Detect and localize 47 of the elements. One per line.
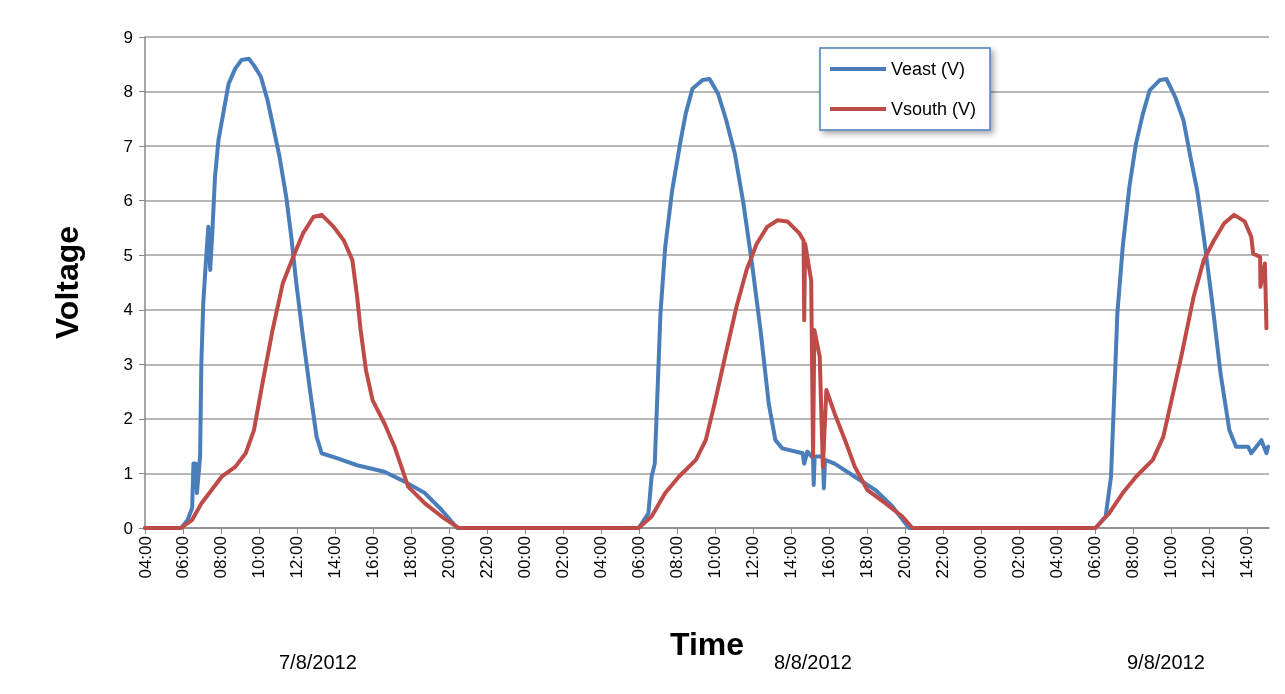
x-tick-label: 20:00 xyxy=(439,536,459,579)
x-tick-label: 04:00 xyxy=(591,536,611,579)
x-tick-label: 06:00 xyxy=(629,536,649,579)
y-tick-label: 5 xyxy=(123,245,133,265)
x-tick-label: 14:00 xyxy=(325,536,345,579)
x-tick-label: 10:00 xyxy=(249,536,269,579)
y-tick-label: 2 xyxy=(123,409,133,429)
x-tick-label: 06:00 xyxy=(173,536,193,579)
y-tick-label: 1 xyxy=(123,463,133,483)
x-tick-label: 14:00 xyxy=(781,536,801,579)
text: 7/8/2012 xyxy=(279,651,357,673)
x-tick-label: 22:00 xyxy=(933,536,953,579)
x-tick-label: 10:00 xyxy=(1161,536,1181,579)
x-tick-label: 00:00 xyxy=(971,536,991,579)
y-tick-label: 0 xyxy=(123,518,133,538)
x-axis-title: Time xyxy=(669,626,745,662)
x-tick-label: 08:00 xyxy=(667,536,687,579)
x-tick-label: 16:00 xyxy=(819,536,839,579)
x-tick-label: 02:00 xyxy=(553,536,573,579)
x-tick-label: 06:00 xyxy=(1085,536,1105,579)
x-tick-label: 14:00 xyxy=(1237,536,1257,579)
legend-label: Veast (V) xyxy=(891,59,966,79)
x-tick-label: 22:00 xyxy=(477,536,497,579)
x-tick-label: 18:00 xyxy=(857,536,877,579)
x-tick-label: 08:00 xyxy=(211,536,231,579)
x-tick-label: 04:00 xyxy=(1047,536,1067,579)
x-tick-label: 12:00 xyxy=(1199,536,1219,579)
y-tick-label: 6 xyxy=(123,191,133,211)
y-tick-label: 8 xyxy=(123,82,133,102)
x-tick-label: 20:00 xyxy=(895,536,915,579)
x-tick-label: 04:00 xyxy=(135,536,155,579)
x-tick-label: 00:00 xyxy=(515,536,535,579)
x-tick-label: 16:00 xyxy=(363,536,383,579)
y-tick-label: 3 xyxy=(123,354,133,374)
x-tick-label: 10:00 xyxy=(705,536,725,579)
y-tick-label: 7 xyxy=(123,136,133,156)
text: 9/8/2012 xyxy=(1127,651,1205,673)
y-axis-title: Voltage xyxy=(49,225,85,340)
x-tick-label: 02:00 xyxy=(1009,536,1029,579)
legend-label: Vsouth (V) xyxy=(891,99,977,119)
text: 8/8/2012 xyxy=(774,651,852,673)
x-tick-label: 18:00 xyxy=(401,536,421,579)
y-tick-label: 9 xyxy=(123,27,133,47)
x-tick-label: 12:00 xyxy=(743,536,763,579)
x-tick-label: 12:00 xyxy=(287,536,307,579)
x-tick-label: 08:00 xyxy=(1123,536,1143,579)
y-tick-label: 4 xyxy=(123,300,133,320)
